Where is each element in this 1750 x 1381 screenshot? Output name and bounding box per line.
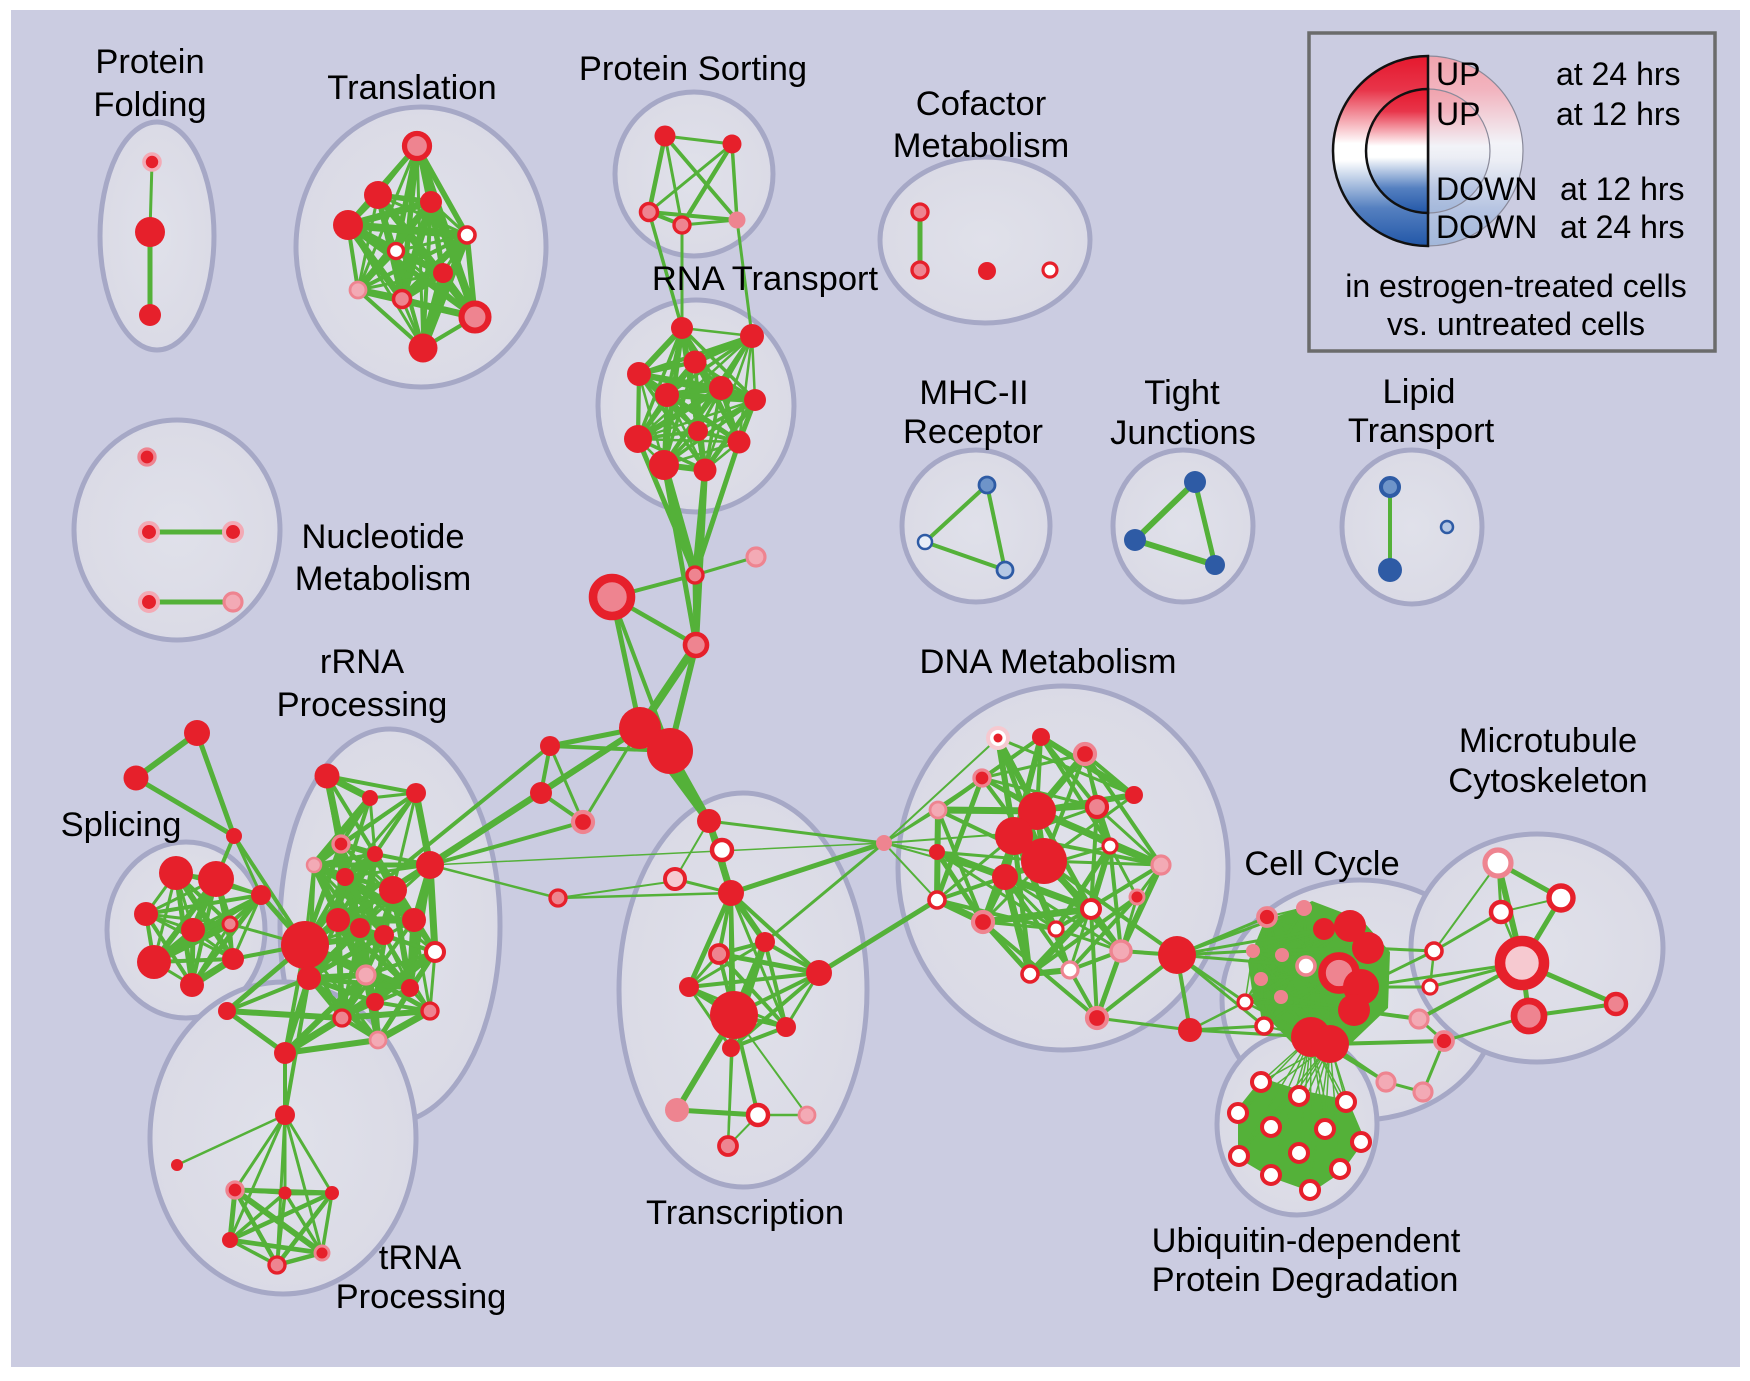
svg-text:Cell Cycle: Cell Cycle [1244, 845, 1399, 883]
svg-text:Ubiquitin-dependent: Ubiquitin-dependent [1152, 1222, 1461, 1260]
svg-text:Junctions: Junctions [1110, 414, 1256, 452]
svg-text:Processing: Processing [336, 1278, 507, 1316]
svg-text:at 12 hrs: at 12 hrs [1556, 96, 1681, 132]
svg-text:Folding: Folding [93, 86, 206, 124]
svg-text:at 24 hrs: at 24 hrs [1556, 56, 1681, 92]
svg-text:vs. untreated cells: vs. untreated cells [1387, 306, 1645, 342]
svg-text:Nucleotide: Nucleotide [301, 518, 464, 556]
svg-text:Splicing: Splicing [61, 806, 182, 844]
svg-text:UP: UP [1436, 56, 1480, 92]
svg-text:Receptor: Receptor [903, 413, 1043, 451]
svg-text:Lipid: Lipid [1383, 373, 1456, 411]
svg-text:DNA Metabolism: DNA Metabolism [920, 643, 1177, 681]
svg-text:Microtubule: Microtubule [1459, 722, 1637, 760]
svg-text:RNA Transport: RNA Transport [652, 260, 879, 298]
svg-text:Protein Degradation: Protein Degradation [1152, 1261, 1459, 1299]
svg-text:Transcription: Transcription [646, 1194, 844, 1232]
svg-text:Translation: Translation [327, 69, 496, 107]
svg-text:in estrogen-treated cells: in estrogen-treated cells [1345, 268, 1687, 304]
svg-text:at 12 hrs: at 12 hrs [1560, 171, 1685, 207]
svg-text:Tight: Tight [1144, 374, 1220, 412]
svg-text:tRNA: tRNA [379, 1239, 461, 1277]
svg-text:Protein: Protein [95, 43, 204, 81]
svg-text:Protein Sorting: Protein Sorting [579, 50, 807, 88]
svg-text:MHC-II: MHC-II [919, 374, 1028, 412]
svg-text:DOWN: DOWN [1436, 171, 1537, 207]
svg-text:at 24 hrs: at 24 hrs [1560, 209, 1685, 245]
svg-text:DOWN: DOWN [1436, 209, 1537, 245]
svg-text:Cofactor: Cofactor [916, 85, 1046, 123]
svg-text:Cytoskeleton: Cytoskeleton [1448, 762, 1647, 800]
svg-text:Metabolism: Metabolism [295, 560, 471, 598]
svg-text:Processing: Processing [277, 686, 448, 724]
svg-text:Transport: Transport [1348, 412, 1495, 450]
svg-text:UP: UP [1436, 96, 1480, 132]
svg-text:rRNA: rRNA [320, 643, 404, 681]
svg-text:Metabolism: Metabolism [893, 127, 1069, 165]
